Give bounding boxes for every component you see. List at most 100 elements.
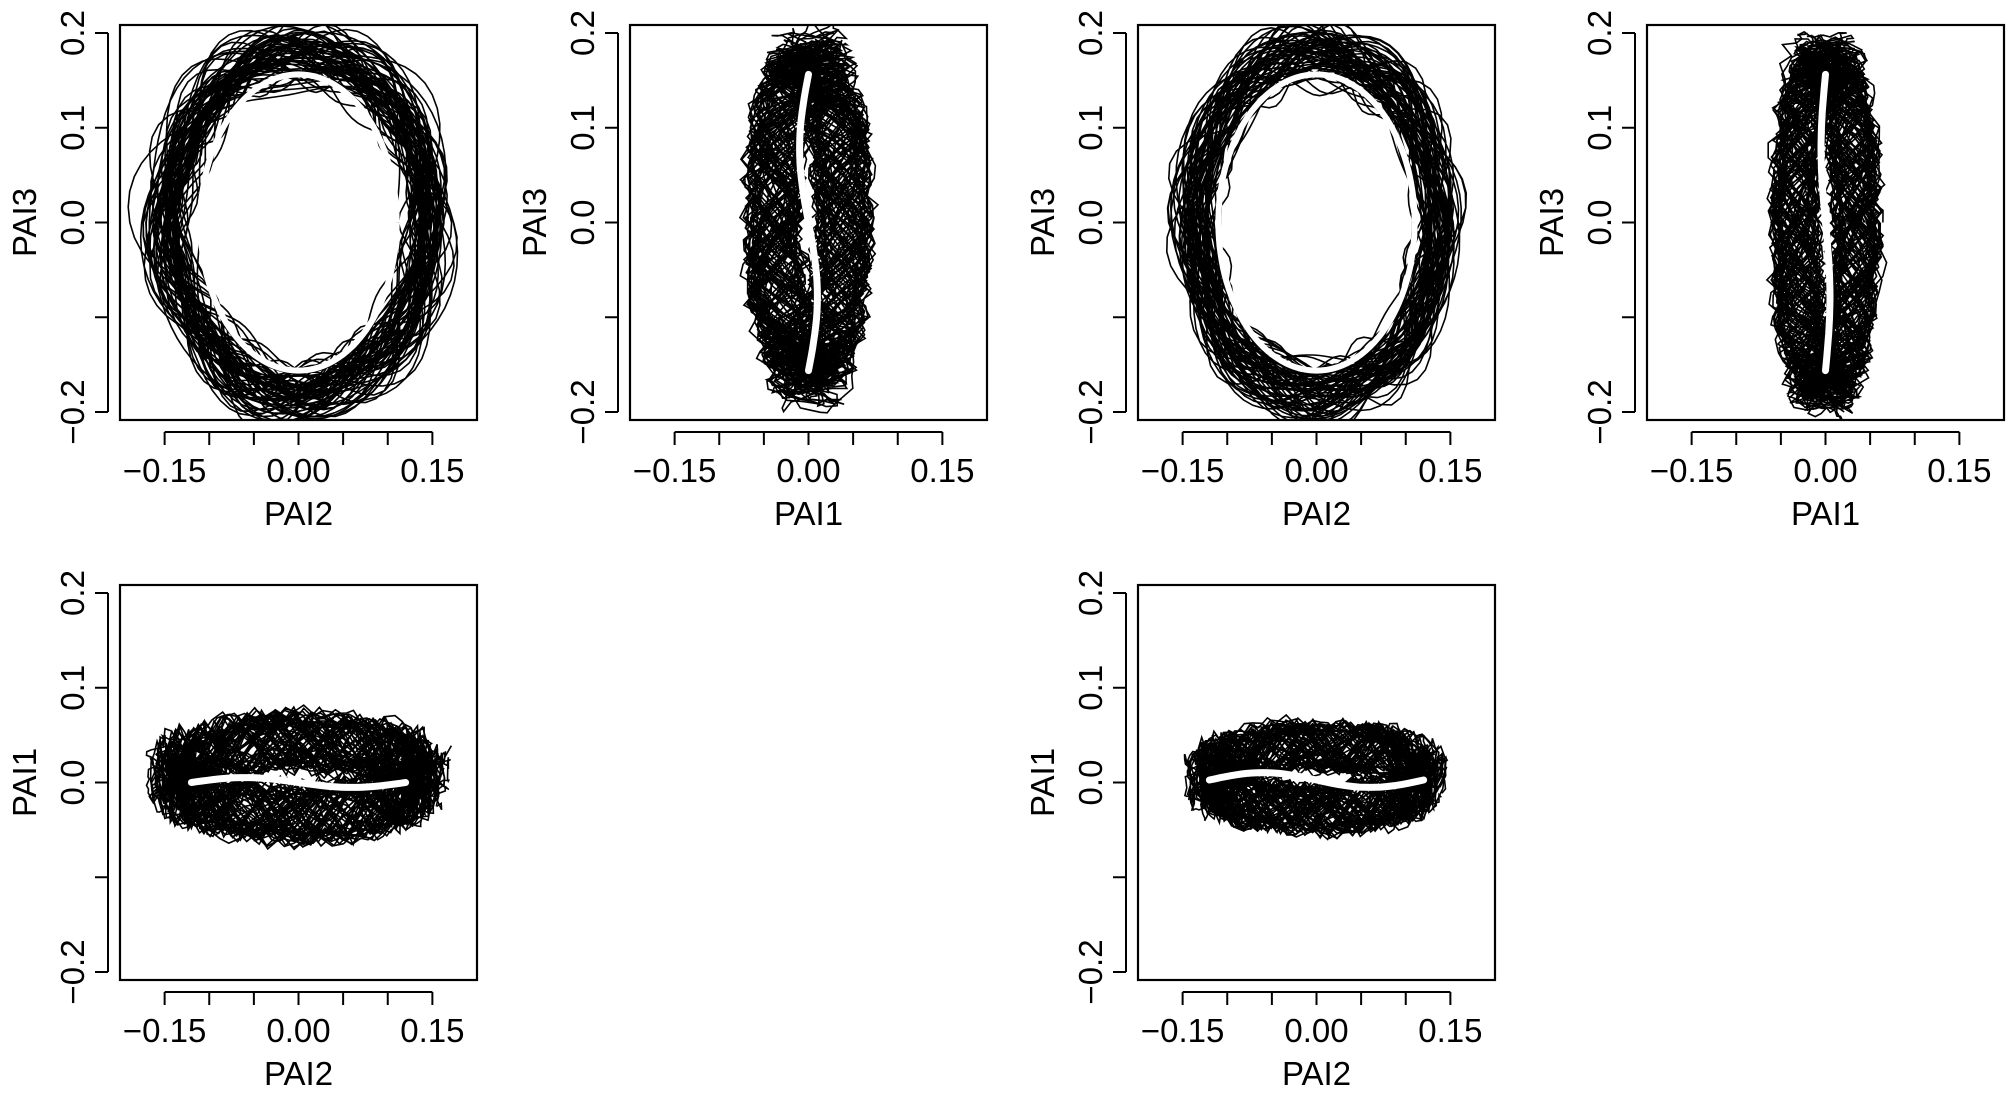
chart-svg: −0.15 0.00 0.15 PAI2 −0.2 0.0 0.1 0.2 PAI3 <box>1024 10 1497 532</box>
panel-pai2-pai3-b: −0.15 0.00 0.15 PAI2 −0.2 0.0 0.1 0.2 PAI3 <box>1018 0 1498 550</box>
y-axis-title: PAI1 <box>1024 748 1061 817</box>
sample-curve <box>160 705 439 847</box>
y-tick-label: 0.2 <box>54 570 91 616</box>
x-tick-label: −0.15 <box>123 452 207 489</box>
x-axis-title: PAI2 <box>264 495 333 532</box>
x-axis-title: PAI1 <box>774 495 843 532</box>
sample-curve <box>164 85 430 375</box>
plot-area <box>145 704 453 851</box>
plot-frame <box>628 23 989 422</box>
y-axis-title: PAI3 <box>6 188 43 257</box>
plot-area <box>1765 30 1888 420</box>
mean-curve <box>1817 70 1834 375</box>
y-tick-label: −0.2 <box>1072 939 1109 1004</box>
y-tick-label: 0.0 <box>1072 200 1109 246</box>
x-tick-label: −0.15 <box>633 452 717 489</box>
y-tick-label: 0.2 <box>564 10 601 56</box>
y-tick-label: 0.0 <box>564 200 601 246</box>
sample-curve <box>749 72 871 364</box>
y-axis-title: PAI1 <box>6 748 43 817</box>
x-axis-title: PAI2 <box>1282 495 1351 532</box>
sample-curve <box>164 712 433 851</box>
y-tick-label: 0.0 <box>54 760 91 806</box>
y-tick-label: 0.1 <box>1072 105 1109 151</box>
y-tick-label: 0.2 <box>1072 10 1109 56</box>
y-axis-title: PAI3 <box>1024 188 1061 257</box>
sample-curve <box>1767 36 1884 410</box>
chart-svg: −0.15 0.00 0.15 PAI2 −0.2 0.0 0.1 0.2 PAI1 <box>1024 570 1497 1092</box>
x-tick-label: 0.15 <box>400 452 464 489</box>
sample-curve <box>149 707 435 847</box>
y-axis: −0.2 0.0 0.1 0.2 PAI1 <box>6 570 109 1005</box>
sample-curve <box>1199 722 1432 840</box>
sample-curve <box>127 36 441 415</box>
sample-curve <box>1774 68 1875 374</box>
plot-frame <box>118 583 479 982</box>
x-tick-label: −0.15 <box>123 1012 207 1049</box>
x-axis-title: PAI1 <box>1791 495 1860 532</box>
sample-curve <box>748 45 873 402</box>
y-axis-title: PAI3 <box>516 188 553 257</box>
y-tick-label: 0.2 <box>1581 10 1618 56</box>
x-axis-title: PAI2 <box>264 1055 333 1092</box>
sample-curve <box>747 48 873 386</box>
y-tick-label: 0.0 <box>1581 200 1618 246</box>
y-tick-label: 0.2 <box>1072 570 1109 616</box>
x-axis: −0.15 0.00 0.15 PAI2 <box>1141 991 1482 1092</box>
x-axis: −0.15 0.00 0.15 PAI1 <box>633 431 974 532</box>
sample-curve <box>1771 64 1883 391</box>
sample-curve <box>1169 36 1450 412</box>
sample-curve <box>142 44 426 398</box>
sample-curve <box>1773 40 1884 403</box>
x-axis: −0.15 0.00 0.15 PAI2 <box>1141 431 1482 532</box>
sample-curve <box>1195 48 1432 376</box>
sample-curve <box>1181 37 1447 420</box>
y-tick-label: 0.1 <box>1072 665 1109 711</box>
sample-curve <box>1200 723 1431 834</box>
sample-curve <box>175 52 436 396</box>
plot-area <box>1165 25 1468 420</box>
mean-curve <box>187 774 410 791</box>
panel-pai2-pai1-a: −0.15 0.00 0.15 PAI2 −0.2 0.0 0.1 0.2 PAI1 <box>0 560 480 1110</box>
y-tick-label: 0.1 <box>564 105 601 151</box>
sample-curve <box>166 25 431 420</box>
x-tick-label: 0.00 <box>776 452 840 489</box>
x-tick-label: 0.15 <box>400 1012 464 1049</box>
plot-frame <box>1136 23 1497 422</box>
plot-area <box>127 25 459 420</box>
panel-pai1-pai3-b: −0.15 0.00 0.15 PAI1 −0.2 0.0 0.1 0.2 PAI3 <box>1527 0 2007 550</box>
plot-area <box>1183 713 1449 841</box>
y-tick-label: 0.2 <box>54 10 91 56</box>
x-tick-label: −0.15 <box>1650 452 1734 489</box>
sample-curve <box>169 63 426 388</box>
y-tick-label: 0.1 <box>54 665 91 711</box>
x-axis-title: PAI2 <box>1282 1055 1351 1092</box>
chart-svg: −0.15 0.00 0.15 PAI1 −0.2 0.0 0.1 0.2 PAI3 <box>1533 10 2006 532</box>
sample-curve <box>1178 39 1450 417</box>
y-axis: −0.2 0.0 0.1 0.2 PAI3 <box>516 10 619 445</box>
x-tick-label: 0.15 <box>1418 452 1482 489</box>
plot-frame <box>118 23 479 422</box>
x-tick-label: −0.15 <box>1141 452 1225 489</box>
y-axis: −0.2 0.0 0.1 0.2 PAI1 <box>1024 570 1127 1005</box>
chart-svg: −0.15 0.00 0.15 PAI1 −0.2 0.0 0.1 0.2 PAI3 <box>516 10 989 532</box>
sample-curve <box>1183 716 1447 841</box>
x-tick-label: 0.00 <box>266 452 330 489</box>
sample-curve <box>1201 721 1433 834</box>
sample-curve <box>746 43 875 394</box>
sample-curve <box>747 40 869 394</box>
y-axis: −0.2 0.0 0.1 0.2 PAI3 <box>6 10 109 445</box>
plot-area <box>738 25 880 414</box>
sample-curve <box>1209 67 1429 382</box>
x-tick-label: 0.00 <box>1793 452 1857 489</box>
y-tick-label: −0.2 <box>1581 379 1618 444</box>
sample-curve <box>1187 33 1443 397</box>
sample-curve <box>1189 29 1447 391</box>
mean-curve <box>796 70 821 375</box>
panel-pai1-pai3-a: −0.15 0.00 0.15 PAI1 −0.2 0.0 0.1 0.2 PAI3 <box>510 0 990 550</box>
x-axis: −0.15 0.00 0.15 PAI1 <box>1650 431 1991 532</box>
x-tick-label: 0.00 <box>266 1012 330 1049</box>
panel-pai2-pai1-b: −0.15 0.00 0.15 PAI2 −0.2 0.0 0.1 0.2 PAI1 <box>1018 560 1498 1110</box>
y-axis-title: PAI3 <box>1533 188 1570 257</box>
